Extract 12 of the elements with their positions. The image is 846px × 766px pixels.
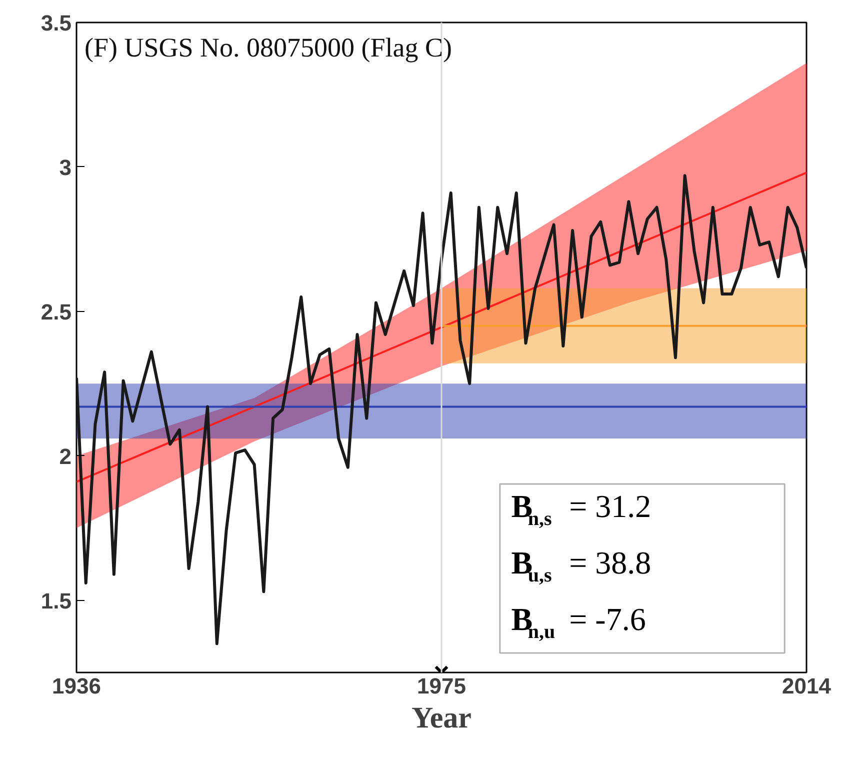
- x-tick-label: 1975: [417, 674, 466, 698]
- y-tick-label: 2: [59, 444, 72, 469]
- x-tick-label: 1936: [52, 674, 101, 698]
- y-tick-label: 3: [59, 154, 72, 180]
- line-series: [76, 172, 806, 483]
- line-series: [76, 174, 806, 646]
- y-tick-label: 2.5: [40, 299, 72, 324]
- x-tick-label: 2014: [782, 674, 832, 698]
- x-axis-title: Year: [412, 702, 472, 734]
- y-tick-label: 1.5: [40, 588, 72, 614]
- y-tick-label: 3.5: [40, 10, 72, 36]
- chart-title: (F) USGS No. 08075000 (Flag C): [84, 32, 452, 62]
